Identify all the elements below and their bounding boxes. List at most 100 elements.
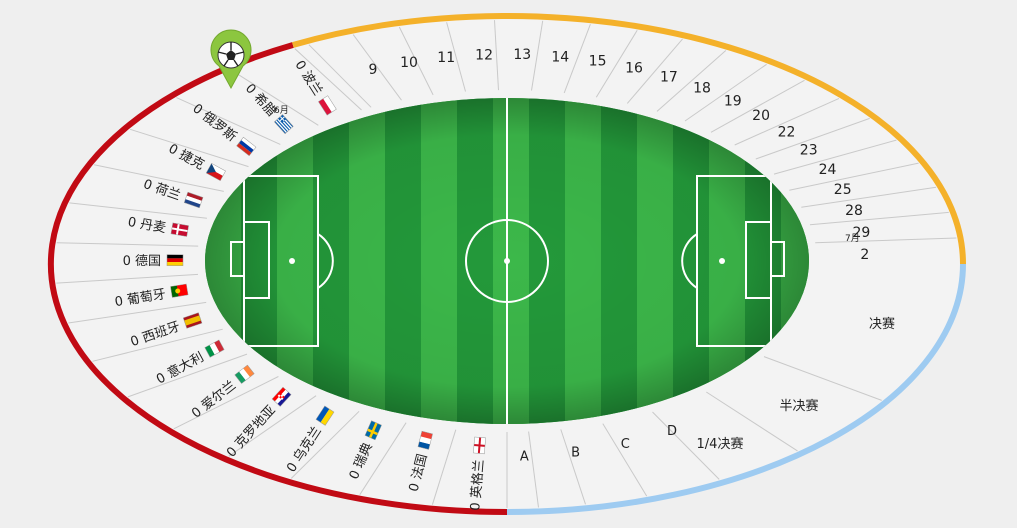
- stage-final[interactable]: 决赛: [869, 316, 895, 332]
- portugal-flag-icon: [170, 283, 189, 298]
- france-flag-icon: [417, 430, 433, 450]
- ring-divider: [228, 395, 317, 457]
- netherlands-flag-icon: [183, 191, 204, 209]
- ring-divider: [706, 391, 798, 452]
- ring-divider: [359, 422, 407, 495]
- germany-flag-icon: [166, 254, 184, 266]
- match-date[interactable]: 20: [752, 108, 770, 124]
- ireland-flag-icon: [234, 364, 255, 384]
- ring-divider: [56, 273, 199, 284]
- ring-divider: [176, 97, 281, 145]
- team-entry[interactable]: 0 丹麦: [127, 215, 189, 240]
- ring-divider: [531, 20, 544, 91]
- group-label[interactable]: A: [520, 450, 529, 465]
- ring-divider: [446, 22, 466, 92]
- team-name: 0 英格兰: [467, 459, 487, 512]
- yellow-border-arc: [292, 12, 966, 265]
- ring-divider: [560, 429, 586, 505]
- ring-divider: [398, 26, 434, 96]
- match-date[interactable]: 9: [368, 62, 377, 78]
- match-date[interactable]: 15: [589, 54, 607, 70]
- ring-dividers: [56, 20, 957, 508]
- ring-divider: [93, 164, 224, 192]
- ring-divider: [815, 237, 957, 244]
- soccer-ball-pin-icon[interactable]: [210, 29, 252, 90]
- team-entry[interactable]: 0 德国: [123, 254, 184, 269]
- ring-divider: [763, 356, 882, 401]
- ring-divider: [755, 117, 870, 160]
- match-date[interactable]: 29: [852, 225, 870, 241]
- match-date[interactable]: 11: [437, 50, 455, 66]
- match-date[interactable]: 13: [513, 47, 531, 63]
- group-labels: A B C D: [520, 424, 677, 465]
- match-date[interactable]: 19: [724, 93, 742, 109]
- ring-divider: [308, 44, 372, 108]
- ring-divider: [563, 24, 591, 94]
- russia-flag-icon: [236, 136, 257, 157]
- match-date[interactable]: 28: [845, 203, 863, 219]
- stage-semi-final[interactable]: 半决赛: [779, 398, 818, 414]
- june-month-label: 6月: [274, 105, 289, 116]
- ring-divider: [710, 79, 805, 133]
- ring-divider: [652, 411, 720, 480]
- match-date[interactable]: 16: [625, 61, 643, 77]
- stage-quarter-final[interactable]: 1/4决赛: [697, 436, 744, 452]
- red-border-arc: [47, 42, 508, 515]
- group-label[interactable]: B: [571, 446, 580, 461]
- ring-divider: [602, 423, 648, 497]
- match-date[interactable]: 12: [475, 47, 493, 63]
- ring-divider: [231, 69, 319, 126]
- ring-divider: [56, 242, 199, 247]
- team-entry[interactable]: 0 英格兰: [467, 436, 489, 512]
- ring-divider: [352, 34, 402, 101]
- team-name: 0 丹麦: [127, 215, 167, 236]
- croatia-flag-icon: [271, 386, 292, 407]
- czech-flag-icon: [205, 162, 226, 182]
- group-label[interactable]: C: [621, 437, 630, 452]
- ring-divider: [801, 186, 937, 208]
- ring-divider: [127, 353, 248, 398]
- match-date[interactable]: 18: [693, 80, 711, 96]
- match-date[interactable]: 2: [860, 247, 869, 263]
- spain-flag-icon: [182, 312, 203, 329]
- july-month-label: 7月: [845, 233, 860, 244]
- ring-divider: [595, 30, 638, 98]
- match-date[interactable]: 23: [800, 143, 818, 159]
- ring-divider: [773, 139, 897, 175]
- ring-divider: [69, 202, 207, 219]
- match-date[interactable]: 10: [400, 55, 418, 71]
- match-date[interactable]: 25: [834, 182, 852, 198]
- ring-divider: [626, 38, 683, 104]
- pitch: [205, 98, 809, 424]
- ring-divider: [809, 211, 949, 226]
- ring-divider: [528, 431, 539, 508]
- ring-divider: [656, 50, 727, 112]
- ring-divider: [294, 48, 362, 111]
- ring-divider: [290, 410, 360, 479]
- match-date[interactable]: 22: [778, 125, 796, 141]
- ring-divider: [684, 63, 767, 122]
- ring-divider: [494, 20, 499, 91]
- sweden-flag-icon: [364, 420, 382, 441]
- group-label[interactable]: D: [667, 424, 677, 439]
- ring-divider: [129, 128, 249, 168]
- greece-flag-icon: [273, 114, 294, 135]
- ring-divider: [68, 301, 207, 324]
- ring-divider: [431, 429, 457, 505]
- ring-divider: [734, 97, 840, 146]
- match-date[interactable]: 17: [660, 69, 678, 85]
- italy-flag-icon: [204, 339, 225, 358]
- match-date[interactable]: 24: [819, 162, 837, 178]
- denmark-flag-icon: [170, 222, 189, 237]
- ring-divider: [92, 328, 223, 362]
- team-name: 0 德国: [123, 254, 161, 269]
- england-flag-icon: [473, 436, 486, 455]
- ring-divider: [173, 376, 279, 430]
- ukraine-flag-icon: [315, 405, 335, 426]
- ring-divider: [789, 162, 919, 191]
- poland-flag-icon: [318, 95, 337, 116]
- blue-border-arc: [506, 263, 966, 515]
- match-date[interactable]: 14: [551, 49, 569, 65]
